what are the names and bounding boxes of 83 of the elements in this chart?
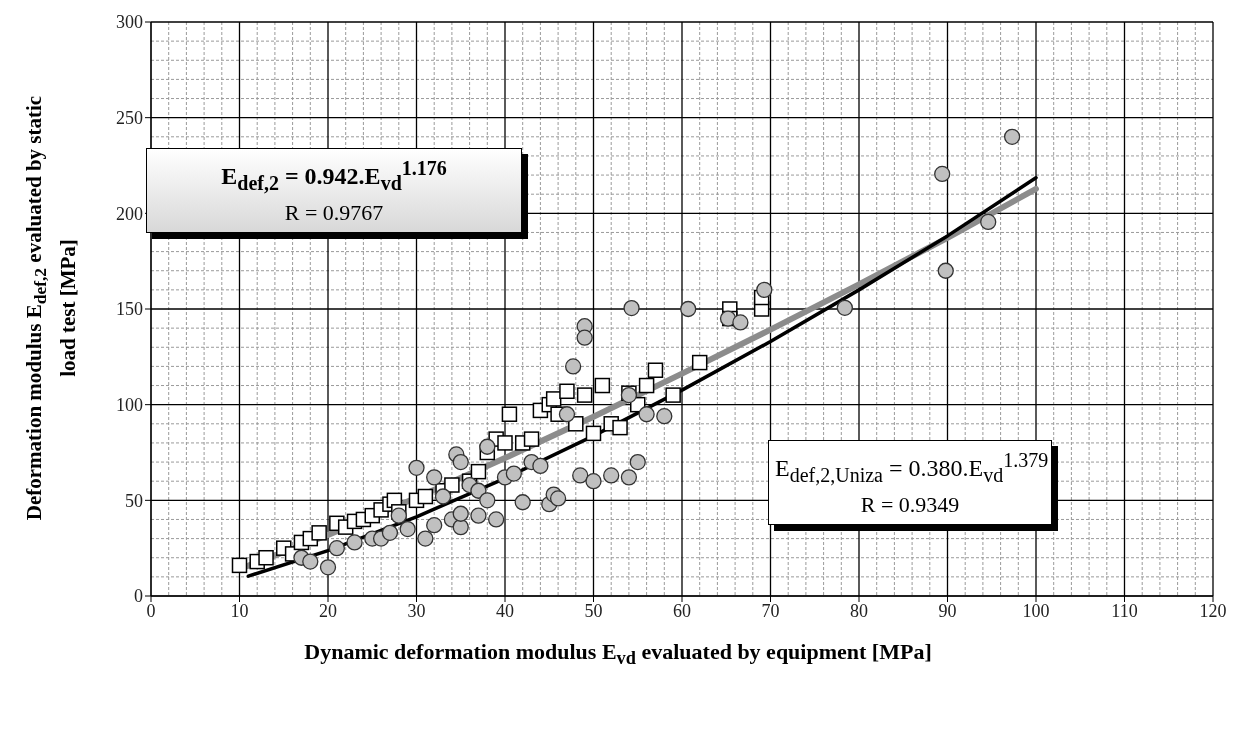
point xyxy=(470,463,487,480)
point xyxy=(647,362,664,378)
point xyxy=(532,457,549,475)
annotation: R = 0.9767 xyxy=(283,198,385,227)
point xyxy=(585,425,602,442)
point xyxy=(302,553,319,570)
point xyxy=(980,213,997,231)
x-tick-label: 90 xyxy=(938,600,957,621)
point xyxy=(426,469,443,486)
point xyxy=(426,517,443,534)
point xyxy=(417,488,434,505)
x-tick-label: 120 xyxy=(1199,600,1227,621)
point xyxy=(937,262,954,279)
point xyxy=(680,300,697,318)
point xyxy=(585,473,602,490)
point xyxy=(479,438,496,455)
point xyxy=(231,557,248,574)
point xyxy=(665,387,681,403)
point xyxy=(756,281,773,299)
point xyxy=(523,431,540,447)
point xyxy=(479,492,496,509)
point xyxy=(629,453,646,471)
point xyxy=(612,419,628,436)
point xyxy=(656,408,673,425)
point xyxy=(549,490,567,507)
point xyxy=(434,488,452,505)
x-tick-label: 0 xyxy=(146,600,156,621)
point xyxy=(836,299,853,316)
x-tick-label: 50 xyxy=(584,600,603,621)
point xyxy=(638,377,655,394)
x-tick-label: 40 xyxy=(496,600,514,621)
point xyxy=(514,494,531,511)
y-tick-label: 250 xyxy=(116,108,143,129)
point xyxy=(452,518,469,536)
y-tick-label: 300 xyxy=(116,12,143,33)
point xyxy=(638,406,655,423)
point xyxy=(258,549,274,566)
point xyxy=(572,467,589,484)
point xyxy=(934,165,951,183)
point xyxy=(565,358,582,375)
x-tick-label: 110 xyxy=(1111,600,1138,621)
y-tick-label: 150 xyxy=(116,299,143,320)
point xyxy=(558,406,576,423)
point xyxy=(603,467,620,484)
point xyxy=(452,505,469,522)
point xyxy=(620,469,638,486)
y-tick-label: 50 xyxy=(125,490,143,511)
point xyxy=(390,507,407,524)
point xyxy=(381,524,399,542)
point xyxy=(319,559,337,576)
point xyxy=(505,465,522,482)
point xyxy=(488,511,505,528)
point xyxy=(623,299,640,317)
point xyxy=(1003,128,1021,145)
point xyxy=(691,354,708,371)
y-tick-label: 100 xyxy=(116,395,143,416)
point xyxy=(568,416,584,432)
point xyxy=(346,534,363,551)
point xyxy=(408,459,425,476)
y-tick-label: 0 xyxy=(134,586,143,607)
point xyxy=(732,314,749,331)
x-tick-label: 60 xyxy=(673,600,691,621)
point xyxy=(328,540,345,557)
x-tick-label: 80 xyxy=(850,600,868,621)
x-tick-label: 70 xyxy=(761,600,780,621)
point xyxy=(576,329,593,346)
point xyxy=(497,435,513,451)
x-tick-label: 10 xyxy=(230,600,249,621)
point xyxy=(311,525,327,541)
annotation: R = 0.9349 xyxy=(859,490,961,519)
point xyxy=(399,520,416,538)
y-tick-label: 200 xyxy=(116,203,143,224)
point xyxy=(594,377,611,394)
point xyxy=(452,453,469,471)
x-tick-label: 100 xyxy=(1022,600,1050,621)
x-axis-title: Dynamic deformation modulus E$_{vd}$ evaluated by equipment [MPa] xyxy=(303,638,933,671)
point xyxy=(576,387,593,403)
point xyxy=(417,530,434,547)
point xyxy=(501,406,518,422)
point xyxy=(470,507,487,524)
point xyxy=(444,477,460,493)
x-tick-label: 30 xyxy=(407,600,426,621)
x-tick-label: 20 xyxy=(319,600,337,621)
